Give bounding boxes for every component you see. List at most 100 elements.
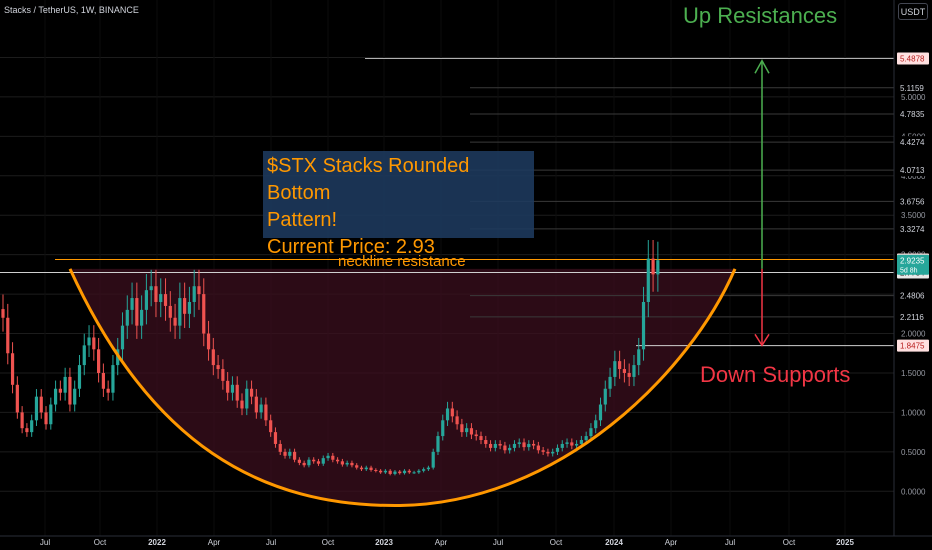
candle-body <box>436 436 440 452</box>
candle-body <box>106 388 110 393</box>
rounded-bottom-area <box>70 268 735 506</box>
candle-body <box>517 442 521 444</box>
price-label: 3.3274 <box>900 225 925 234</box>
candle-body <box>154 286 158 302</box>
candle-body <box>445 408 450 421</box>
price-label: 4.4274 <box>900 138 925 147</box>
candle-body <box>10 353 15 385</box>
candle-body <box>355 465 359 468</box>
x-tick-label: Apr <box>208 538 221 547</box>
candle-body <box>130 298 134 310</box>
candle-body <box>536 445 540 451</box>
price-label-bg <box>897 52 929 65</box>
shade-layer <box>70 268 735 506</box>
candle-body <box>479 436 483 441</box>
candle-body <box>484 440 488 444</box>
candle-body <box>584 436 588 441</box>
candle-body <box>613 361 617 377</box>
candle-body <box>618 361 622 370</box>
candle-body <box>431 451 435 468</box>
candle-body <box>197 286 201 295</box>
candle-body <box>369 467 373 470</box>
candle-body <box>63 376 67 393</box>
y-tick-label: 0.0000 <box>901 487 926 496</box>
up-arrow-head <box>754 59 770 74</box>
y-tick-label: 3.5000 <box>901 211 926 220</box>
candle-body <box>388 470 392 474</box>
candle-body <box>326 455 330 459</box>
currency-label: USDT <box>900 7 926 17</box>
candle-body <box>278 443 282 452</box>
candle-body <box>178 298 182 326</box>
candle-body <box>508 447 512 451</box>
candle-body <box>34 396 39 421</box>
candle-body <box>140 309 144 326</box>
candle-body <box>273 432 278 444</box>
candles-layer <box>1 239 660 476</box>
candle-body <box>183 298 187 314</box>
price-label-bg <box>897 195 929 208</box>
candle-body <box>555 447 560 452</box>
current-price-bg <box>897 254 929 275</box>
candle-body <box>531 443 536 446</box>
candle-body <box>422 469 426 471</box>
candle-body <box>522 442 526 448</box>
x-tick-label: 2024 <box>605 538 623 547</box>
currency-button[interactable]: USDT <box>898 3 928 20</box>
candle-body <box>149 286 153 291</box>
price-label: 1.8475 <box>900 342 925 351</box>
candle-body <box>125 309 129 326</box>
x-tick-label: Oct <box>783 538 796 547</box>
candle-body <box>316 461 321 464</box>
candle-body <box>594 420 598 429</box>
candle-body <box>249 388 254 397</box>
candle-body <box>374 469 378 471</box>
candle-body <box>641 301 646 350</box>
price-label-bg <box>897 164 929 177</box>
candle-body <box>570 442 574 446</box>
candle-body <box>493 443 497 448</box>
price-label-bg <box>897 81 929 94</box>
candle-body <box>226 380 230 393</box>
candle-body <box>402 470 407 474</box>
price-label-bg <box>897 108 929 121</box>
candle-body <box>254 396 258 413</box>
annotation-line-3: Current Price: 2.93 <box>267 236 435 258</box>
x-tick-label: Apr <box>435 538 448 547</box>
candle-body <box>20 412 24 429</box>
candle-body <box>25 428 29 433</box>
candle-body <box>646 258 650 302</box>
candle-body <box>498 443 502 446</box>
y-tick-label: 0.5000 <box>901 448 926 457</box>
candle-body <box>340 461 344 465</box>
rounded-bottom-curve <box>68 268 737 507</box>
candle-body <box>187 301 192 314</box>
candle-body <box>546 451 550 454</box>
candle-body <box>206 333 211 350</box>
candle-body <box>460 424 464 433</box>
x-tick-label: Oct <box>322 538 335 547</box>
candle-body <box>383 470 387 473</box>
candle-body <box>359 467 364 470</box>
price-label-bg <box>897 222 929 235</box>
candle-body <box>302 462 306 466</box>
candle-body <box>364 467 368 470</box>
candle-body <box>651 258 655 275</box>
candle-body <box>120 325 125 350</box>
candle-body <box>259 404 263 413</box>
candle-body <box>82 345 86 366</box>
candle-body <box>1 309 5 318</box>
candle-body <box>455 416 459 425</box>
candle-body <box>58 388 62 393</box>
candle-body <box>503 445 507 451</box>
candle-body <box>49 404 53 425</box>
candle-body <box>264 404 268 421</box>
candle-body <box>541 450 545 452</box>
price-label: 3.6756 <box>900 197 925 206</box>
candle-body <box>168 305 172 318</box>
price-label: 2.2116 <box>900 313 924 322</box>
candle-body <box>101 372 105 389</box>
x-tick-label: Jul <box>266 538 276 547</box>
